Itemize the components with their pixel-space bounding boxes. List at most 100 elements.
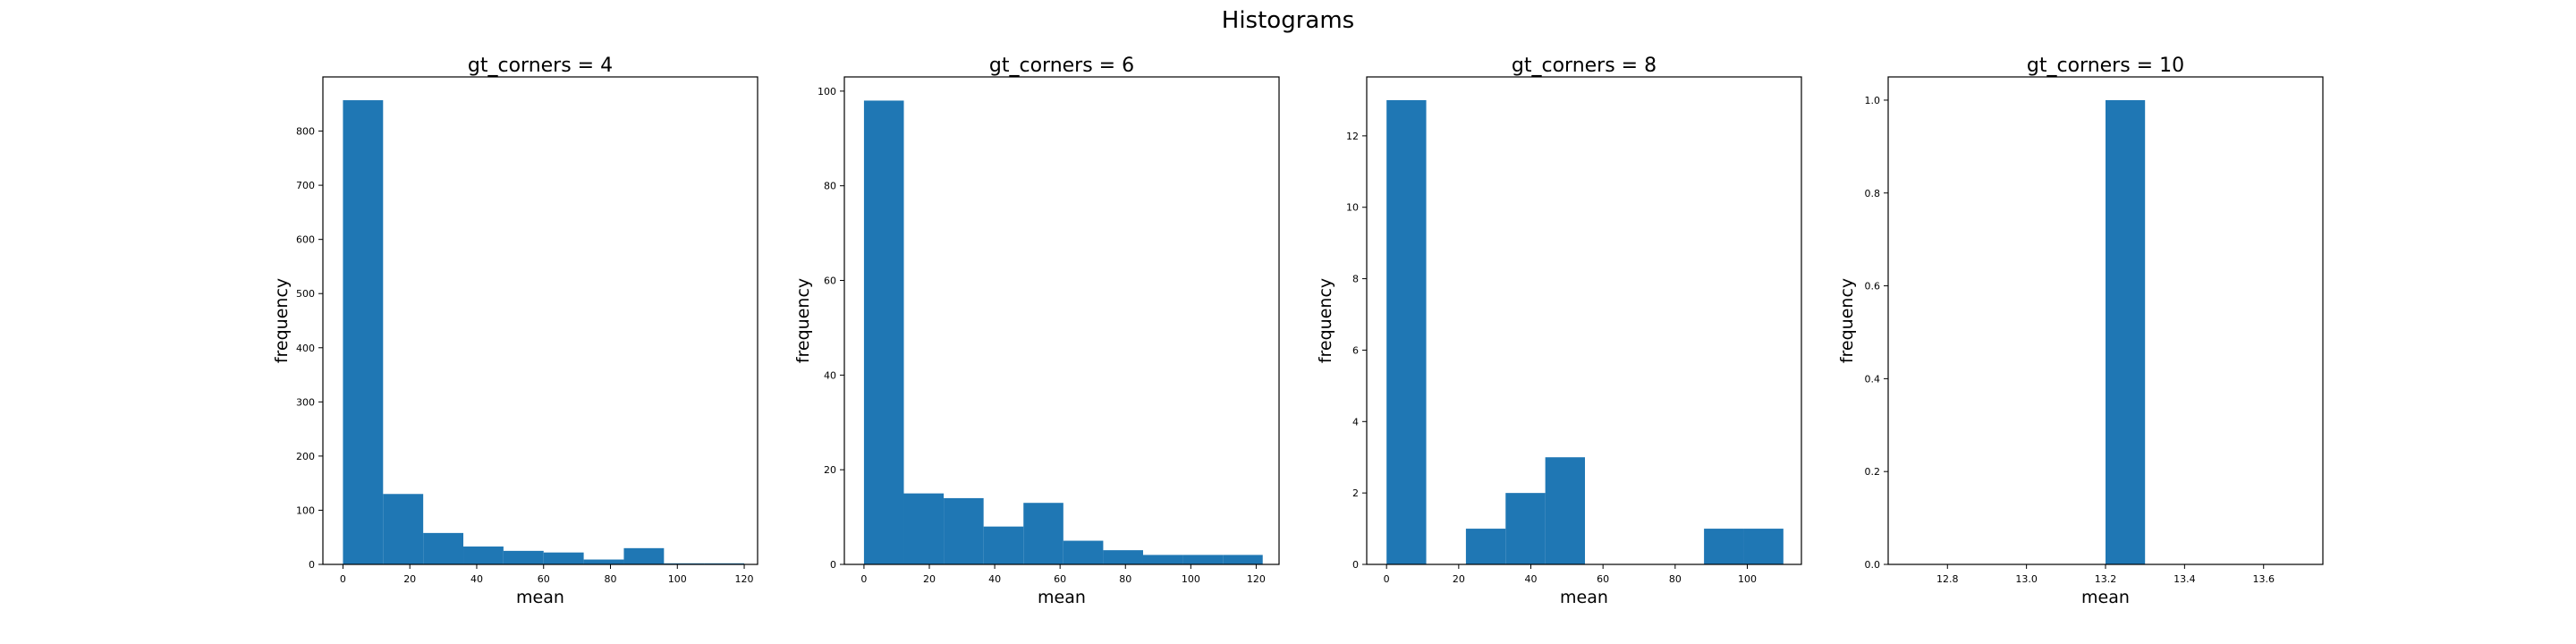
x-tick-label: 100 [1182, 573, 1200, 585]
y-tick-label: 600 [296, 234, 315, 246]
y-tick-label: 20 [824, 464, 836, 476]
y-tick-label: 100 [818, 86, 836, 97]
x-tick-label: 120 [735, 573, 754, 585]
x-tick-label: 100 [1738, 573, 1757, 585]
x-tick-label: 13.0 [2015, 573, 2038, 585]
x-tick-label: 60 [1597, 573, 1609, 585]
x-tick-label: 12.8 [1936, 573, 1959, 585]
x-tick-label: 40 [1525, 573, 1538, 585]
y-tick-label: 1.0 [1865, 95, 1881, 106]
x-tick-label: 60 [1054, 573, 1066, 585]
y-axis-label: frequency [793, 278, 813, 363]
y-tick-label: 300 [296, 396, 315, 408]
y-axis-label: frequency [1837, 278, 1857, 363]
y-tick-label: 0 [309, 559, 315, 571]
y-tick-label: 0 [830, 559, 836, 571]
histogram-bar [1023, 503, 1063, 564]
x-axis-label: mean [516, 588, 564, 607]
histogram-bar [983, 526, 1024, 564]
subplot-4: 12.8 13.0 13.2 13.4 13.6 0.0 0.2 0.4 0.6 0.8 1.0 gt… [1837, 55, 2324, 607]
histogram-bar [583, 559, 624, 564]
x-axis-label: mean [2081, 588, 2130, 607]
histogram-bar [1182, 555, 1224, 564]
y-tick-label: 0.4 [1865, 373, 1881, 385]
subplot-title: gt_corners = 10 [2027, 55, 2184, 77]
histogram-bar [1223, 555, 1263, 564]
subplot-title: gt_corners = 8 [1512, 55, 1657, 77]
histogram-bar [1386, 99, 1427, 564]
histogram-bar [1704, 529, 1744, 564]
histogram-bar [623, 547, 665, 564]
y-axis-label: frequency [1316, 278, 1335, 363]
y-tick-label: 100 [296, 504, 315, 516]
histogram-bar [463, 547, 504, 564]
axes-frame [843, 76, 1280, 565]
y-tick-label: 400 [296, 343, 315, 354]
histogram-bar [503, 550, 544, 564]
histogram-bar [383, 494, 424, 564]
x-tick-label: 0 [340, 573, 346, 585]
x-tick-label: 80 [1669, 573, 1682, 585]
y-tick-label: 10 [1346, 202, 1359, 214]
histogram-bar [903, 493, 945, 564]
y-tick-label: 0.8 [1865, 188, 1881, 199]
subplot-title: gt_corners = 6 [989, 55, 1134, 77]
y-tick-label: 700 [296, 180, 315, 191]
x-axis-label: mean [1038, 588, 1086, 607]
x-tick-label: 120 [1247, 573, 1266, 585]
histogram-bar [1063, 540, 1104, 564]
x-axis-label: mean [1560, 588, 1608, 607]
histogram-bar [2106, 99, 2146, 564]
axes-frame [322, 76, 758, 565]
x-tick-label: 40 [470, 573, 483, 585]
y-tick-label: 500 [296, 288, 315, 300]
x-tick-label: 100 [668, 573, 687, 585]
histogram-bar [1743, 529, 1784, 564]
histogram-bar [1103, 550, 1143, 564]
histogram-bar [343, 100, 384, 565]
x-tick-label: 13.2 [2095, 573, 2117, 585]
histogram-bar [863, 100, 904, 565]
y-axis-label: frequency [272, 278, 292, 363]
histogram-bar [944, 497, 984, 564]
x-tick-label: 20 [923, 573, 936, 585]
x-tick-label: 80 [605, 573, 617, 585]
x-tick-label: 0 [1384, 573, 1390, 585]
x-tick-label: 13.6 [2252, 573, 2275, 585]
x-tick-label: 20 [403, 573, 416, 585]
histogram-bar [1142, 555, 1183, 564]
y-tick-label: 80 [824, 181, 836, 192]
histogram-bar [1505, 493, 1546, 564]
histogram-bar [543, 552, 584, 564]
y-tick-label: 4 [1352, 416, 1359, 428]
axes-frame [1366, 76, 1802, 565]
x-tick-label: 40 [988, 573, 1001, 585]
y-tick-label: 6 [1352, 344, 1359, 356]
subplot-1: 0 20 40 60 80 100 120 0 100 200 300 400 500 600 700 800… [272, 55, 758, 607]
y-tick-label: 0.6 [1865, 281, 1881, 292]
x-tick-label: 60 [538, 573, 550, 585]
y-tick-label: 0 [1352, 559, 1359, 571]
y-tick-label: 0.0 [1865, 559, 1881, 571]
y-tick-label: 800 [296, 126, 315, 138]
y-tick-label: 40 [824, 369, 836, 381]
y-tick-label: 2 [1352, 487, 1359, 499]
subplot-3: 0 20 40 60 80 100 0 2 4 6 8 10 12 gt_corners = 8 mean f… [1316, 55, 1802, 607]
x-tick-label: 20 [1453, 573, 1465, 585]
figure-title: Histograms [1221, 7, 1355, 34]
x-tick-label: 0 [860, 573, 867, 585]
histogram-bar [1545, 457, 1586, 564]
histogram-bar [423, 532, 464, 564]
x-tick-label: 80 [1119, 573, 1131, 585]
subplot-2: 0 20 40 60 80 100 120 0 20 40 60 80 100 gt_corners = … [793, 55, 1280, 607]
y-tick-label: 8 [1352, 274, 1359, 285]
subplot-title: gt_corners = 4 [468, 55, 613, 77]
y-tick-label: 0.2 [1865, 466, 1881, 478]
x-tick-label: 13.4 [2174, 573, 2196, 585]
y-tick-label: 200 [296, 451, 315, 462]
y-tick-label: 60 [824, 275, 836, 287]
histogram-bar [1465, 529, 1506, 564]
y-tick-label: 12 [1346, 131, 1359, 142]
